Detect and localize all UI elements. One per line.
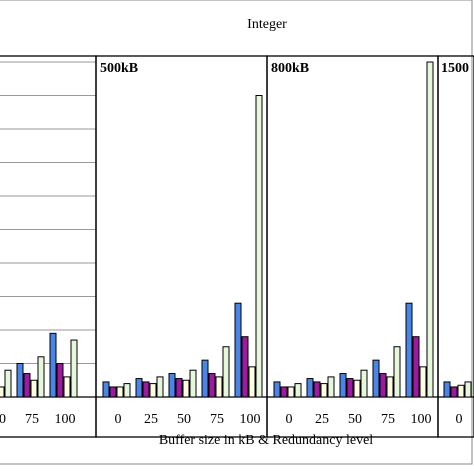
bar: [248, 366, 256, 398]
x-tick-label: 75: [210, 412, 224, 427]
bar: [109, 386, 117, 398]
bar: [215, 376, 223, 398]
bar: [168, 373, 176, 398]
plot-area: 50 75 100 500kB 0 25 50 75 100 800kB 0 25 50 75 100 150…: [0, 55, 474, 438]
x-tick-label: 75: [381, 412, 395, 427]
x-tick-label: 0: [456, 412, 463, 427]
bar: [102, 381, 110, 398]
x-axis-label: Buffer size in kB & Redundancy level: [159, 433, 373, 448]
bar: [386, 376, 394, 398]
bar: [175, 378, 183, 398]
x-tick-label: 0: [286, 412, 293, 427]
bar: [63, 376, 71, 398]
bar: [222, 346, 230, 398]
panel-label: 800kB: [271, 61, 309, 76]
x-tick-label: 25: [144, 412, 158, 427]
bar: [241, 336, 249, 398]
x-tick-label: 100: [55, 412, 76, 427]
bar: [0, 386, 5, 398]
bar: [306, 378, 314, 398]
bar: [142, 381, 150, 398]
bar: [280, 386, 288, 398]
bar: [135, 378, 143, 398]
bar: [405, 302, 413, 398]
bar: [287, 386, 295, 398]
bar: [116, 386, 124, 398]
x-tick-label: 0: [115, 412, 122, 427]
chart-title: Integer: [247, 17, 287, 32]
bar: [273, 381, 281, 398]
chart-frame: [0, 0, 473, 465]
panel-label: 1500: [441, 61, 469, 76]
x-tick-label: 100: [240, 412, 261, 427]
bar: [49, 332, 57, 398]
bar: [372, 359, 380, 398]
bar: [313, 381, 321, 398]
x-tick-label: 50: [0, 412, 6, 427]
x-tick-label: 75: [25, 412, 39, 427]
x-tick-label: 50: [177, 412, 191, 427]
bar: [294, 383, 302, 398]
bar: [360, 369, 368, 398]
bar: [450, 386, 458, 398]
panel-frame: [0, 55, 97, 438]
bar: [4, 369, 12, 398]
bar: [320, 383, 328, 398]
bar: [234, 302, 242, 398]
x-tick-label: 25: [315, 412, 329, 427]
x-tick-label: 50: [348, 412, 362, 427]
bar: [419, 366, 427, 398]
bar: [182, 379, 190, 398]
bar: [426, 61, 434, 398]
bar: [37, 356, 45, 398]
bar: [149, 383, 157, 398]
bar: [201, 359, 209, 398]
bar: [464, 381, 472, 398]
bar: [56, 363, 64, 398]
bar: [353, 379, 361, 398]
bar: [123, 383, 131, 398]
bar: [255, 95, 263, 398]
bar: [70, 339, 78, 398]
bar: [443, 381, 451, 398]
panel-frame: [437, 55, 474, 438]
bar: [189, 369, 197, 398]
bar: [23, 373, 31, 398]
bar: [457, 384, 465, 398]
x-tick-label: 100: [411, 412, 432, 427]
bar: [339, 373, 347, 398]
bar: [393, 346, 401, 398]
bar: [208, 373, 216, 398]
bar: [30, 379, 38, 398]
panel-label: 500kB: [100, 61, 138, 76]
bar: [379, 373, 387, 398]
bar: [327, 376, 335, 398]
bar: [156, 376, 164, 398]
bar: [346, 378, 354, 398]
bar: [412, 336, 420, 398]
bar: [16, 363, 24, 398]
